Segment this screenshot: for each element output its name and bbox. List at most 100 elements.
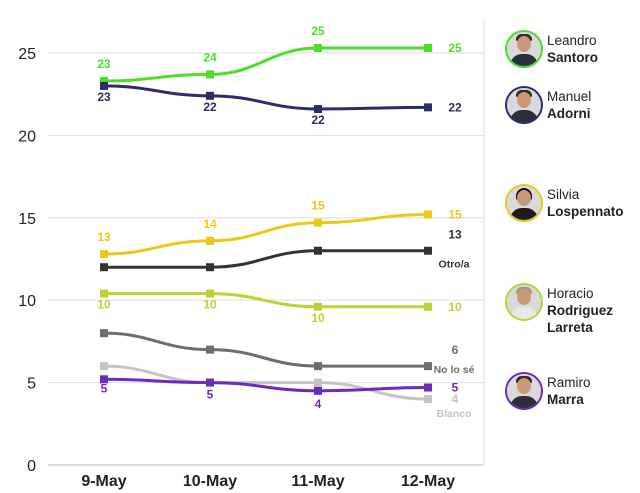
data-point — [206, 70, 214, 79]
data-label: 22 — [311, 113, 325, 127]
data-point — [100, 81, 108, 90]
data-label: 13 — [448, 228, 462, 242]
series-extra-label: No lo sé — [434, 364, 475, 376]
data-label: 6 — [452, 343, 459, 357]
series-line — [102, 46, 430, 83]
data-point — [206, 345, 214, 354]
data-point — [206, 263, 214, 272]
data-point — [314, 105, 322, 113]
y-tick-label: 10 — [18, 293, 36, 310]
data-point — [100, 76, 108, 85]
series-extra-label: Blanco — [436, 408, 471, 420]
candidate-adorni: Manuel Adorni — [505, 86, 640, 130]
data-label: 23 — [97, 57, 111, 71]
data-label: 5 — [207, 388, 214, 402]
candidate-first-name: Silvia — [547, 187, 580, 202]
data-point — [206, 378, 214, 387]
data-label: 10 — [448, 300, 462, 314]
series-7: 5 545 — [100, 375, 459, 411]
x-tick-label: 10-May — [183, 473, 237, 490]
adorni-avatar — [505, 86, 543, 124]
data-label: 25 — [448, 41, 462, 55]
data-point — [206, 91, 214, 100]
santoro-avatar — [505, 30, 543, 68]
y-tick-label: 15 — [18, 211, 36, 228]
x-tick-label: 12-May — [401, 473, 455, 490]
data-point — [206, 289, 214, 298]
data-label: 23 — [97, 90, 111, 104]
data-point — [424, 103, 432, 112]
data-label: 5 — [101, 381, 108, 395]
series-1: 23 22 22 22 — [97, 81, 462, 127]
data-point — [424, 383, 432, 392]
data-point — [100, 250, 108, 259]
candidate-last-name: Marra — [547, 392, 584, 407]
y-tick-label: 5 — [27, 376, 36, 393]
candidate-last-name: Santoro — [547, 50, 599, 65]
y-tick-label: 25 — [18, 46, 36, 63]
data-point — [424, 302, 432, 311]
data-point — [424, 246, 432, 255]
data-point — [314, 218, 322, 227]
candidate-first-name: Horacio — [547, 286, 594, 301]
y-tick-label: 20 — [18, 128, 36, 145]
y-axis: 0 5 10 15 20 25 — [18, 46, 36, 475]
candidate-larreta: Horacio Rodriguez Larreta — [505, 283, 640, 335]
data-point — [100, 329, 108, 338]
series-line — [102, 331, 430, 368]
x-tick-label: 9-May — [81, 473, 126, 490]
y-tick-label: 0 — [27, 458, 36, 475]
data-label: 22 — [203, 100, 217, 114]
data-point — [314, 246, 322, 255]
series-0: 23 24 25 25 — [97, 24, 462, 85]
series-line — [102, 377, 430, 393]
data-point — [424, 395, 432, 404]
candidate-first-name: Leandro — [547, 33, 597, 48]
data-label: 22 — [448, 100, 462, 114]
lospennato-avatar — [505, 184, 543, 222]
series-6: 4 Blanco — [100, 362, 472, 420]
candidate-lospennato: Silvia Lospennato — [505, 184, 640, 228]
data-point — [100, 375, 108, 384]
x-axis: 9-May 10-May 11-May 12-May — [81, 473, 455, 490]
series-line — [102, 249, 430, 269]
data-point — [314, 386, 322, 395]
series-5: 6 No lo sé — [100, 329, 475, 376]
data-point — [424, 44, 432, 53]
data-point — [424, 362, 432, 371]
data-label: 15 — [311, 199, 325, 213]
series-2: 13 14 15 15 — [97, 199, 462, 259]
data-label: 10 — [203, 298, 217, 312]
series-extra-label: Otro/a — [439, 259, 470, 271]
data-label: 24 — [203, 50, 217, 64]
data-point — [100, 289, 108, 298]
series-3: 13 Otro/a — [100, 228, 470, 272]
candidate-santoro: Leandro Santoro — [505, 30, 640, 74]
candidate-marra: Ramiro Marra — [505, 372, 640, 416]
data-point — [100, 362, 108, 371]
candidate-last-name: Rodriguez Larreta — [547, 303, 613, 335]
data-point — [314, 44, 322, 53]
candidate-first-name: Manuel — [547, 89, 592, 104]
series-line — [102, 364, 430, 401]
data-label: 14 — [203, 217, 217, 231]
data-point — [100, 263, 108, 272]
candidate-last-name: Adorni — [547, 106, 591, 121]
marra-avatar — [505, 372, 543, 410]
candidate-last-name: Lospennato — [547, 204, 624, 219]
x-tick-label: 11-May — [291, 473, 344, 490]
data-label: 25 — [311, 24, 325, 38]
series-line — [102, 212, 430, 256]
data-label: 4 — [452, 392, 459, 406]
series-line — [102, 292, 430, 309]
data-point — [206, 236, 214, 245]
data-point — [424, 210, 432, 219]
series-line — [102, 84, 430, 111]
data-label: 15 — [448, 207, 462, 221]
data-label: 10 — [97, 298, 111, 312]
data-point — [314, 362, 322, 371]
candidate-first-name: Ramiro — [547, 375, 591, 390]
larreta-avatar — [505, 283, 543, 321]
data-label: 4 — [315, 397, 322, 411]
